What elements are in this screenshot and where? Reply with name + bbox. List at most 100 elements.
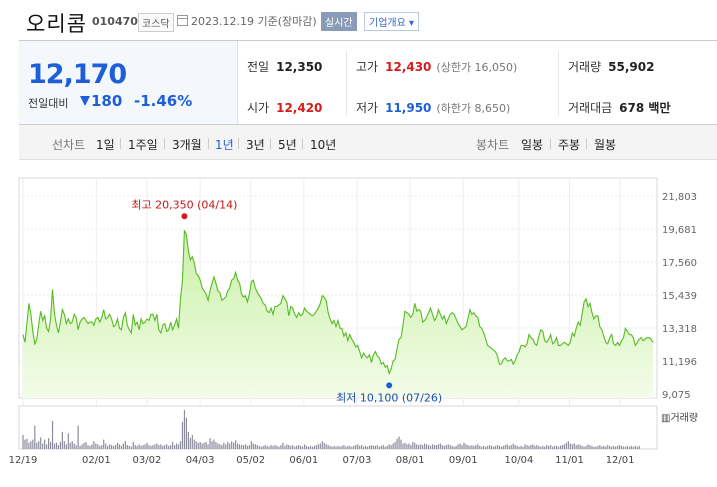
volume-bar: [235, 440, 237, 449]
volume-bar: [613, 445, 615, 449]
volume-bar: [211, 441, 213, 449]
price-line: [22, 230, 654, 376]
volume-bar: [461, 445, 463, 449]
volume-bar: [260, 446, 262, 449]
y-tick-label: 17,560: [662, 258, 697, 269]
tab-separator: [302, 138, 303, 149]
volume-bar: [193, 439, 195, 449]
volume-bar: [386, 445, 388, 449]
volume-bar: [286, 444, 288, 449]
volume-bar: [394, 441, 396, 449]
volume-bar: [552, 446, 554, 449]
tab-5y[interactable]: 5년: [278, 138, 297, 152]
volume-bar: [209, 438, 211, 449]
company-info-dropdown[interactable]: 기업개요 ▾: [364, 12, 419, 31]
volume-bar: [418, 445, 420, 449]
volume-bar: [24, 439, 26, 449]
volume-bar: [447, 444, 449, 449]
volume-bar: [28, 442, 30, 449]
volume-bar: [317, 444, 319, 449]
x-tick-label: 12/01: [606, 455, 635, 466]
x-tick-label: 11/01: [555, 455, 584, 466]
volume-bar: [561, 445, 564, 449]
volume-bar: [451, 445, 453, 449]
volume-bar: [156, 443, 158, 449]
volume-bar: [177, 444, 180, 449]
volume-bar: [504, 445, 506, 449]
volume-bar: [79, 445, 81, 449]
volume-bar: [61, 431, 63, 449]
volume-bar: [81, 444, 83, 449]
volume-bar: [618, 445, 621, 449]
volume-bar: [175, 443, 178, 449]
tab-3y[interactable]: 3년: [246, 138, 265, 152]
stock-code: 010470: [92, 15, 138, 28]
volume-bar: [524, 444, 526, 449]
volume-bar: [170, 445, 172, 449]
volume-bar: [219, 444, 221, 449]
price-chart[interactable]: 21,803 19,681 17,560 15,439 13,318 11,196 9,07…: [0, 160, 717, 487]
volume-bar: [366, 446, 369, 449]
volume-bar: [443, 445, 445, 449]
volume-bar: [416, 444, 418, 449]
tab-weekly[interactable]: 주봉: [558, 138, 581, 152]
volume-bar: [237, 443, 239, 449]
volume-bar: [319, 443, 321, 449]
volume-bar: [398, 436, 400, 449]
volume-bar: [400, 439, 402, 449]
x-tick-label: 12/19: [9, 455, 38, 466]
volume-bar: [465, 444, 467, 449]
tab-separator: [238, 138, 239, 149]
low-value: 11,950: [385, 101, 432, 115]
volume-bar: [215, 441, 217, 449]
volume-bar: [343, 445, 345, 449]
volume-bar: [160, 444, 162, 449]
volume-bar: [370, 445, 373, 449]
volume-bar: [638, 445, 640, 449]
volume-bar: [591, 445, 593, 449]
volume-bar: [595, 446, 597, 449]
high-value: 12,430: [385, 60, 432, 74]
tab-1w[interactable]: 1주일: [128, 138, 158, 152]
volume-bar: [463, 442, 465, 449]
volume-bar: [536, 445, 538, 449]
volume-bar: [303, 444, 306, 449]
volume-bar: [404, 442, 406, 449]
volume-bar: [264, 445, 266, 449]
volume-bar: [410, 445, 412, 449]
tab-1d[interactable]: 1일: [96, 138, 115, 152]
volume-bar: [164, 445, 166, 449]
volume-bar: [162, 445, 164, 449]
volume-bar: [364, 445, 367, 449]
volume-bar: [254, 444, 256, 449]
volume-bar: [363, 446, 365, 449]
tab-monthly[interactable]: 월봉: [594, 138, 617, 152]
tab-1y[interactable]: 1년: [215, 138, 234, 152]
volume-bar: [489, 445, 491, 449]
trade-amount-value: 678 백만: [619, 101, 671, 115]
volume-bar: [492, 446, 495, 449]
volume-bar: [357, 444, 359, 449]
volume-bar: [487, 445, 489, 449]
tab-10y[interactable]: 10년: [310, 138, 337, 152]
open-value: 12,420: [276, 101, 323, 115]
volume-bar: [57, 445, 60, 449]
volume-bar: [294, 446, 296, 449]
volume-bar: [575, 445, 577, 449]
realtime-button[interactable]: 실시간: [321, 12, 357, 31]
volume-bar: [516, 445, 518, 449]
volume-bar: [262, 445, 264, 449]
volume-bar: [150, 445, 152, 449]
tab-3m[interactable]: 3개월: [172, 138, 202, 152]
volume-bar: [231, 441, 233, 449]
tab-daily[interactable]: 일봉: [521, 138, 544, 152]
volume-bar: [530, 445, 532, 449]
volume-bar: [457, 444, 459, 449]
volume-bar: [225, 444, 227, 449]
x-tick-label: 05/02: [236, 455, 265, 466]
volume-bar: [272, 445, 274, 449]
volume-bar: [382, 445, 384, 449]
volume-bar: [134, 445, 136, 449]
volume-bar: [323, 442, 325, 449]
volume: 거래량 55,902: [568, 58, 654, 75]
